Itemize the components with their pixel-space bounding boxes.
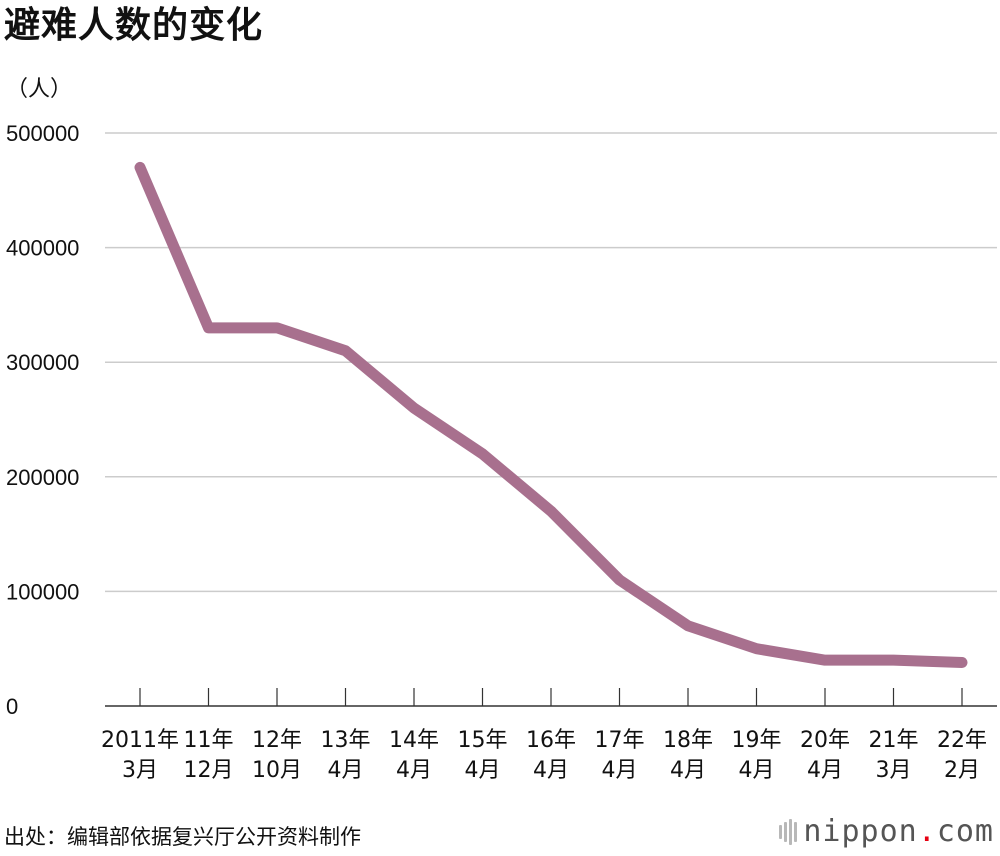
x-tick-label-month: 3月 [876,758,912,783]
x-tick-label-year: 13年 [321,728,371,753]
brand-dot: . [917,814,937,849]
chart-title: 避难人数的变化 [4,5,264,46]
y-tick-label: 100000 [6,579,79,604]
x-tick-label-year: 14年 [389,728,439,753]
brand-name: nippon [803,814,918,849]
x-tick-label-year: 19年 [732,728,782,753]
data-point [482,453,483,455]
gridlines [105,132,997,593]
brand-suffix: com [936,814,994,849]
data-point [961,661,963,663]
y-tick-label: 300000 [6,350,79,375]
series-line [134,161,968,668]
x-tick-label-month: 4月 [533,758,569,783]
data-point [139,166,141,168]
x-tick-label-year: 11年 [184,728,234,753]
x-tick-label-year: 16年 [526,728,576,753]
data-point [208,327,209,329]
series-lines [134,161,968,668]
x-tick-label-year: 21年 [869,728,919,753]
data-point [756,648,757,650]
y-tick-label: 0 [6,694,18,719]
data-point [345,350,346,352]
brand-mark-icon [779,817,798,847]
data-point [276,327,278,329]
y-axis-ticks: 0 100000 200000 300000 400000 500000 [6,121,79,719]
x-tick-label-month: 12月 [184,758,234,783]
y-tick-label: 500000 [6,121,79,146]
brand-text: nippon.com [803,812,994,852]
x-tick-label-month: 4月 [396,758,432,783]
x-tick-label-year: 2011年 [101,728,179,753]
data-point [413,407,415,409]
data-point [687,625,689,627]
x-tick-label-year: 22年 [937,728,987,753]
source-note: 出处：编辑部依据复兴厅公开资料制作 [4,825,361,849]
x-tick-label-year: 17年 [595,728,645,753]
x-tick-label-month: 4月 [328,758,364,783]
y-tick-label: 200000 [6,465,79,490]
x-tick-label-month: 10月 [252,758,302,783]
x-tick-label-month: 4月 [739,758,775,783]
x-tick-label-month: 4月 [670,758,706,783]
data-point [550,510,552,512]
brand-logo: nippon.com [779,812,994,852]
x-tick-label-month: 2月 [944,758,980,783]
x-tick-label-month: 4月 [465,758,501,783]
x-tick-label-year: 15年 [458,728,508,753]
x-tick-label-month: 4月 [602,758,638,783]
data-point [893,659,894,661]
data-point [824,659,826,661]
x-tick-label-year: 18年 [663,728,713,753]
data-point [619,579,620,581]
x-tick-label-month: 4月 [807,758,843,783]
x-tick-label-year: 20年 [800,728,850,753]
y-axis-unit-label: （人） [6,77,73,102]
line-chart: 0 100000 200000 300000 400000 500000 2011年 3月 1… [6,121,997,783]
x-tick-label-year: 12年 [252,728,302,753]
x-tick-label-month: 3月 [122,758,158,783]
x-axis: 2011年 3月 11年 12月 12年 10月 13年 4月 14年 4月 15年 4月 16年 4月 1… [101,688,997,783]
y-tick-label: 400000 [6,236,79,261]
